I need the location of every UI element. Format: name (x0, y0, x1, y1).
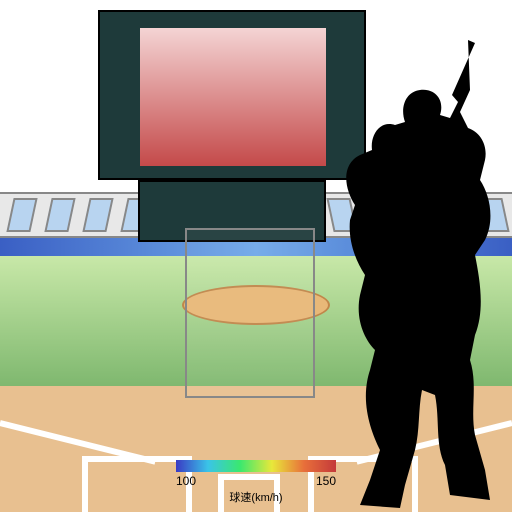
legend-tick-min: 100 (176, 474, 196, 488)
scoreboard-screen (140, 28, 326, 166)
pitch-location-scene: 100 150 球速(km/h) (0, 0, 512, 512)
batter-silhouette (300, 40, 510, 510)
batter-box-line (82, 456, 88, 512)
strike-zone (185, 228, 315, 398)
